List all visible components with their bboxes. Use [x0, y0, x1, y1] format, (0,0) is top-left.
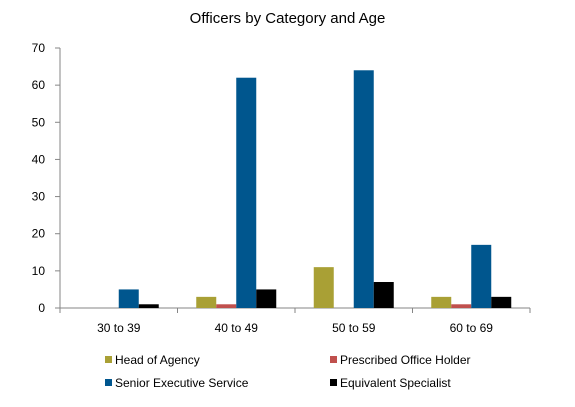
y-tick-label: 20 — [32, 227, 46, 241]
legend-label: Senior Executive Service — [115, 376, 249, 390]
y-tick-label: 40 — [32, 152, 46, 166]
bar — [256, 289, 277, 308]
bar — [491, 296, 512, 308]
bar — [236, 77, 257, 308]
y-tick-label: 60 — [32, 78, 46, 92]
legend-swatch — [330, 379, 337, 386]
y-tick-label: 10 — [32, 264, 46, 278]
chart-title: Officers by Category and Age — [189, 10, 386, 27]
x-tick-label: 40 to 49 — [215, 321, 259, 335]
bar — [471, 244, 492, 308]
x-tick-label: 50 to 59 — [332, 321, 376, 335]
x-tick-label: 60 to 69 — [450, 321, 494, 335]
y-tick-label: 30 — [32, 190, 46, 204]
y-tick-label: 70 — [32, 41, 46, 55]
bar — [451, 304, 472, 308]
bar — [138, 304, 159, 308]
bar — [216, 304, 237, 308]
legend-swatch — [330, 356, 337, 363]
y-tick-label: 50 — [32, 115, 46, 129]
bar — [196, 296, 217, 308]
bar — [118, 289, 139, 308]
bar — [373, 282, 394, 308]
bar — [431, 296, 452, 308]
legend-label: Equivalent Specialist — [340, 376, 451, 390]
y-tick-label: 0 — [38, 301, 45, 315]
x-tick-label: 30 to 39 — [97, 321, 141, 335]
legend-label: Head of Agency — [115, 353, 200, 367]
legend-swatch — [105, 356, 112, 363]
bar — [353, 70, 374, 309]
bar — [313, 267, 334, 308]
legend-label: Prescribed Office Holder — [340, 353, 471, 367]
legend-swatch — [105, 379, 112, 386]
